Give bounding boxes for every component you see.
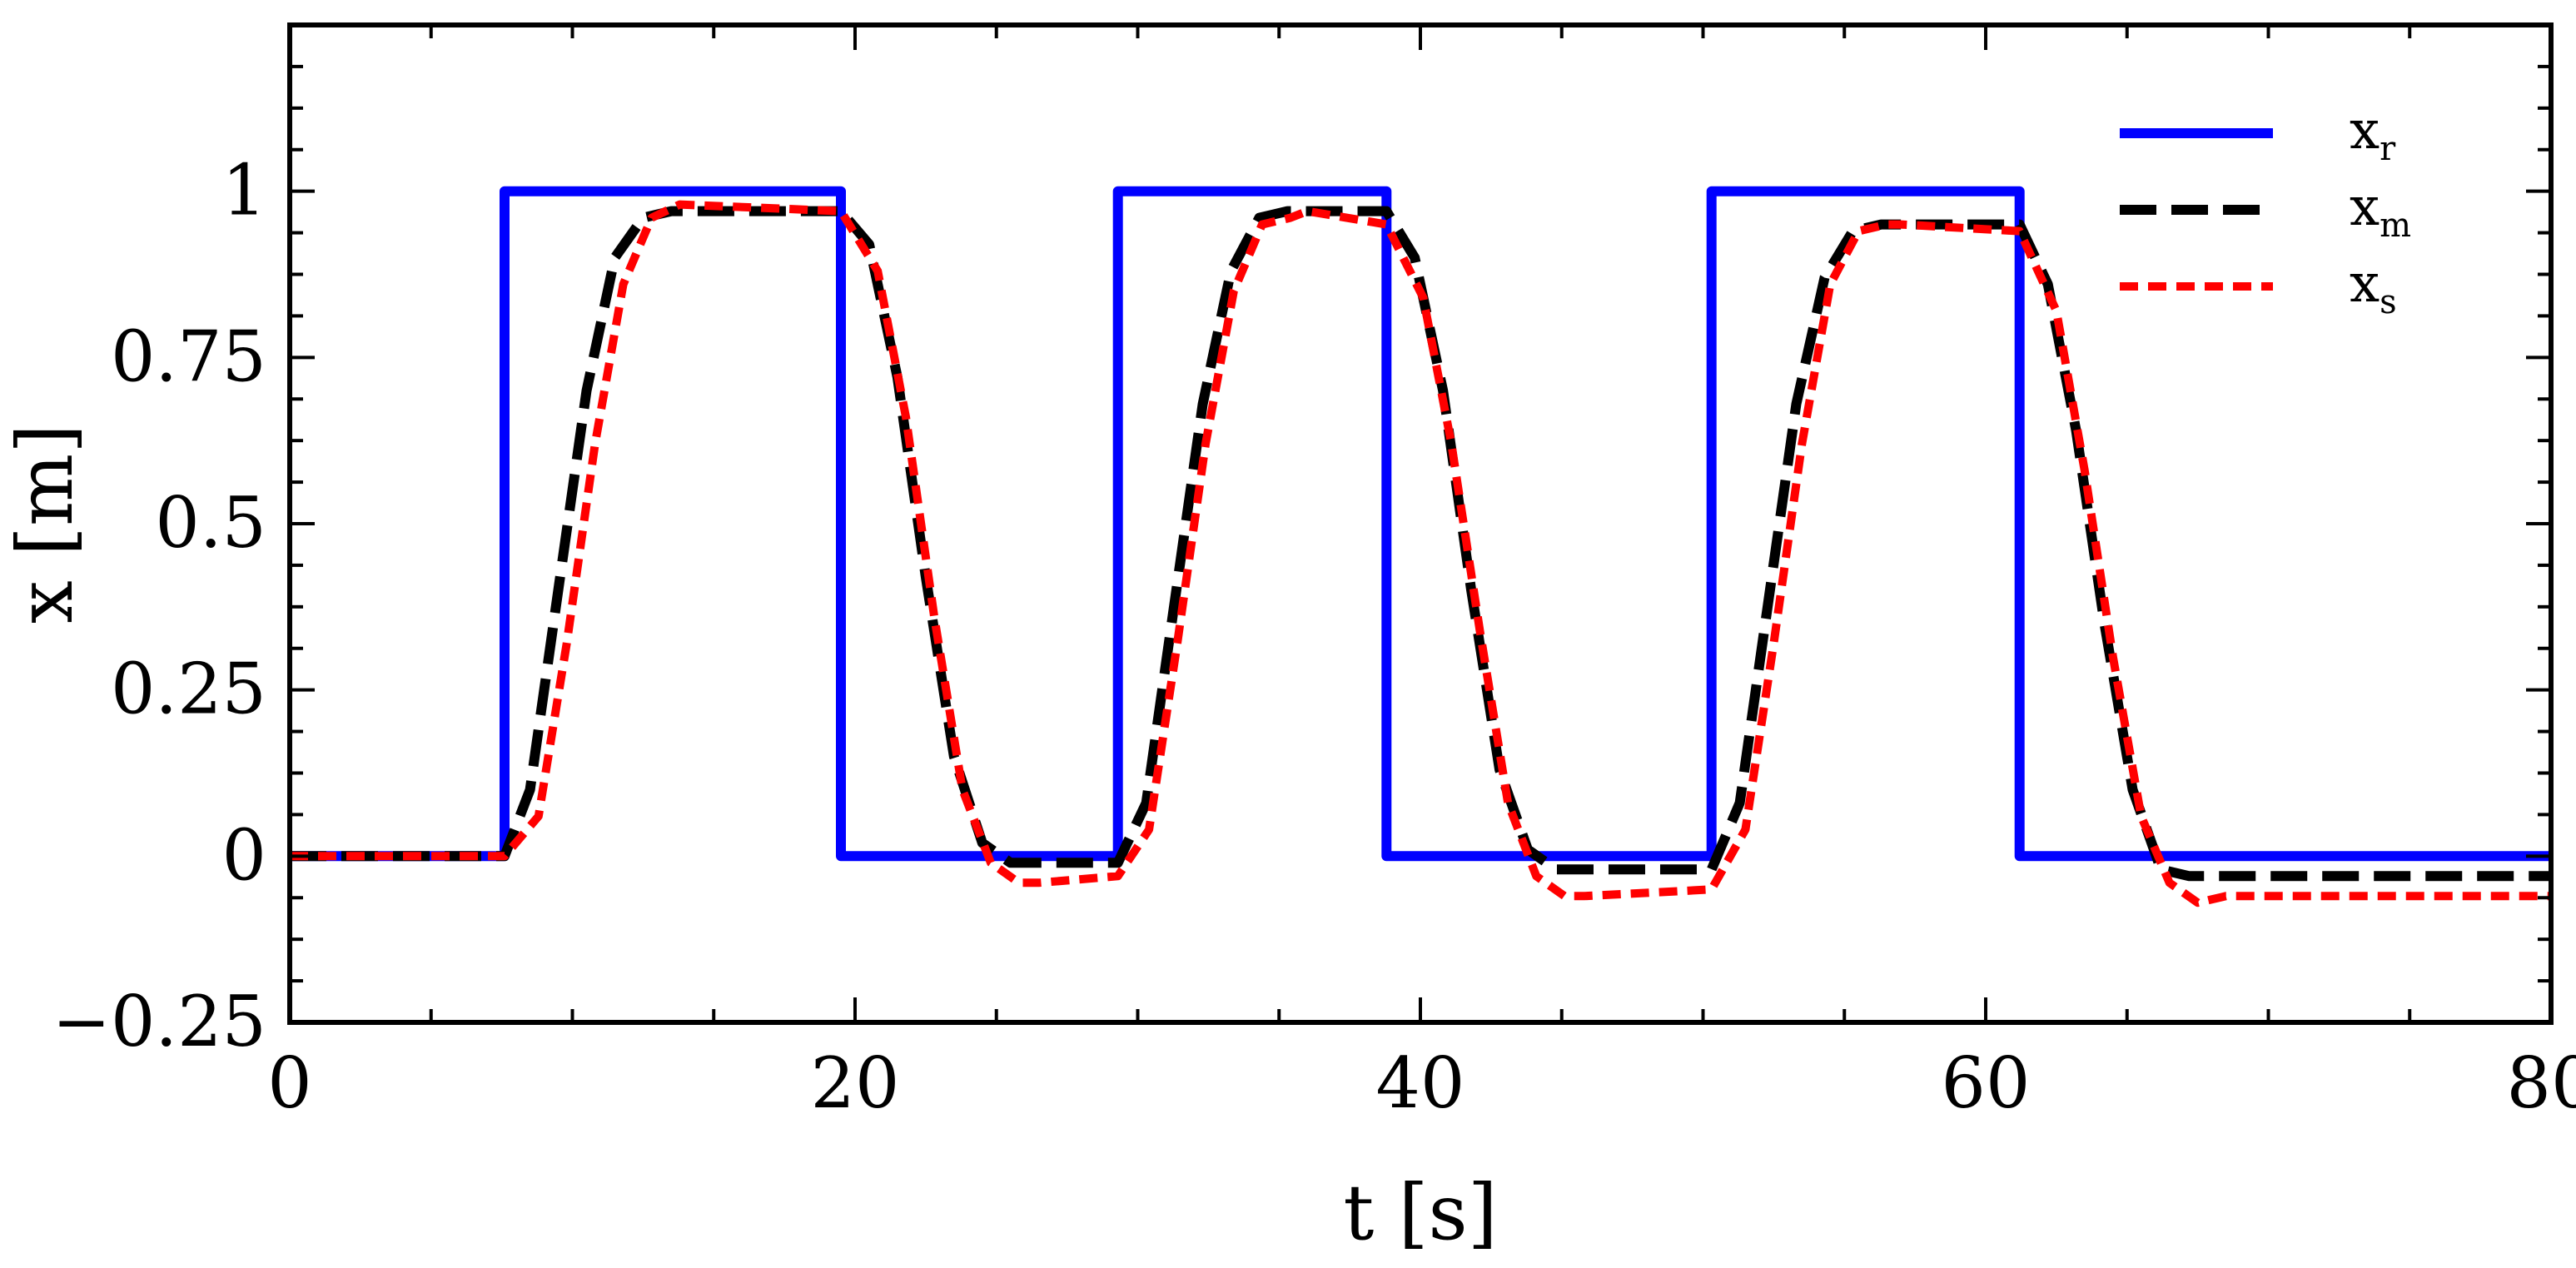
legend-label-m: xm xyxy=(2350,177,2411,245)
plot-frame xyxy=(287,22,2554,1025)
series-line-s xyxy=(290,200,2551,907)
x-tick-label: 60 xyxy=(1942,1042,2031,1124)
series-layer xyxy=(290,186,2551,907)
x-axis-label: t [s] xyxy=(1343,1168,1497,1257)
x-tick-label: 80 xyxy=(2507,1042,2576,1124)
legend: xr xm xs xyxy=(2120,100,2411,321)
series-group xyxy=(290,186,2551,907)
y-tick-label: 0 xyxy=(222,814,266,896)
y-tick-label: 0.5 xyxy=(155,482,266,564)
y-axis-label: x [m] xyxy=(1,424,90,624)
legend-label-s: xs xyxy=(2350,253,2397,321)
x-tick-label: 0 xyxy=(267,1042,311,1124)
x-tick-label: 40 xyxy=(1376,1042,1465,1124)
y-tick-label: 1 xyxy=(222,150,266,231)
series-line-r xyxy=(290,186,2551,862)
y-tick-label: −0.25 xyxy=(52,981,266,1062)
ticks-layer xyxy=(288,23,2553,1024)
y-tick-label: 0.25 xyxy=(111,649,266,730)
legend-label-r: xr xyxy=(2350,100,2396,168)
x-tick-label: 20 xyxy=(811,1042,900,1124)
y-tick-label: 0.75 xyxy=(111,316,266,397)
series-line-m xyxy=(290,206,2551,882)
